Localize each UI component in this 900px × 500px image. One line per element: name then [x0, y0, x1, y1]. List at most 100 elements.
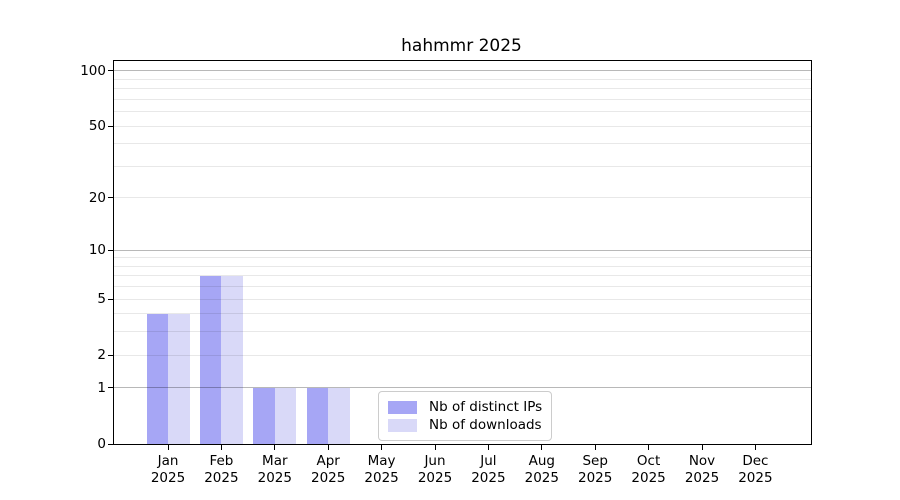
gridline [114, 111, 811, 113]
x-tick-label: May 2025 [350, 453, 414, 487]
gridline [114, 197, 811, 199]
gridline [114, 88, 811, 90]
x-tick-year: 2025 [150, 470, 186, 486]
x-tick-label: Feb 2025 [189, 453, 253, 487]
gridline [114, 249, 811, 251]
x-tick-label: Apr 2025 [296, 453, 360, 487]
x-tick [487, 444, 489, 450]
x-tick-label: Oct 2025 [617, 453, 681, 487]
gridline [114, 257, 811, 259]
x-tick-label: Dec 2025 [723, 453, 787, 487]
x-tick-label: Jul 2025 [456, 453, 520, 487]
x-tick [434, 444, 436, 450]
y-tick-label: 0 [97, 436, 106, 452]
x-tick-year: 2025 [364, 470, 399, 486]
y-tick-label: 5 [97, 291, 106, 308]
y-tick-label: 2 [97, 347, 106, 364]
chart-title: hahmmr 2025 [401, 36, 522, 56]
bar-downloads [221, 275, 243, 444]
bar-downloads [328, 387, 350, 444]
y-tick [108, 249, 114, 251]
legend: Nb of distinct IPs Nb of downloads [378, 391, 553, 441]
y-tick [108, 197, 114, 199]
x-tick-month: Mar [262, 453, 288, 469]
legend-swatch-downloads [388, 418, 417, 432]
x-tick-label: Aug 2025 [510, 453, 574, 487]
x-tick-month: Jun [424, 453, 446, 469]
gridline [114, 143, 811, 145]
legend-label-distinct-ips: Nb of distinct IPs [429, 399, 543, 415]
y-tick-label: 50 [88, 118, 106, 135]
y-tick-label: 20 [88, 189, 106, 206]
bar-distinct-ips [253, 387, 275, 444]
gridline [114, 298, 811, 300]
bar-distinct-ips [146, 313, 168, 444]
x-tick-month: Feb [209, 453, 234, 469]
y-tick [108, 70, 114, 72]
gridline [114, 275, 811, 277]
x-tick-month: Apr [316, 453, 340, 469]
x-tick-month: May [367, 453, 396, 469]
x-tick-year: 2025 [684, 470, 720, 486]
x-tick-month: Dec [742, 453, 769, 469]
plot-area: 0 1 2 5 10 20 50 100 Jan 2025 Feb 2025 Mar 2025 Apr 202… [80, 60, 812, 486]
bar-distinct-ips [199, 275, 222, 444]
x-tick [701, 444, 703, 450]
x-tick-label: Nov 2025 [670, 453, 734, 487]
gridline [114, 331, 811, 333]
gridline [114, 78, 811, 80]
x-tick-year: 2025 [578, 470, 613, 486]
y-tick [108, 443, 114, 445]
bar-downloads [274, 387, 297, 444]
gridline [114, 98, 811, 100]
x-tick [541, 444, 543, 450]
x-tick [648, 444, 650, 450]
x-tick-label: Jan 2025 [136, 453, 200, 487]
legend-item-distinct-ips: Nb of distinct IPs [388, 399, 542, 415]
x-tick-year: 2025 [204, 470, 239, 486]
gridline [114, 165, 811, 167]
x-tick-label: Jun 2025 [403, 453, 467, 487]
x-tick [381, 444, 383, 450]
bar-distinct-ips [306, 387, 329, 444]
x-tick-label: Sep 2025 [563, 453, 627, 487]
x-tick [167, 444, 169, 450]
y-tick-label: 100 [80, 62, 106, 79]
legend-label-downloads: Nb of downloads [429, 417, 542, 433]
y-tick [108, 125, 114, 127]
x-tick-month: Sep [582, 453, 608, 469]
x-tick [220, 444, 222, 450]
legend-item-downloads: Nb of downloads [388, 417, 542, 433]
x-tick-year: 2025 [524, 470, 559, 486]
gridline [114, 286, 811, 288]
x-tick-year: 2025 [631, 470, 666, 486]
x-tick-month: Jul [480, 453, 497, 469]
y-tick-label: 1 [97, 379, 106, 396]
bar-downloads [168, 313, 190, 444]
gridline [114, 313, 811, 315]
gridline [114, 387, 811, 389]
y-tick [108, 387, 114, 389]
x-tick-year: 2025 [738, 470, 773, 486]
x-tick-month: Oct [636, 453, 661, 469]
x-tick-month: Aug [528, 453, 555, 469]
x-tick-year: 2025 [311, 470, 346, 486]
x-tick-year: 2025 [471, 470, 506, 486]
y-tick [108, 354, 114, 356]
x-tick [754, 444, 756, 450]
x-tick-month: Nov [688, 453, 716, 469]
x-tick-year: 2025 [417, 470, 453, 486]
x-tick [327, 444, 329, 450]
x-tick [274, 444, 276, 450]
x-tick-label: Mar 2025 [243, 453, 307, 487]
legend-swatch-distinct-ips [388, 400, 417, 414]
y-tick-label: 10 [88, 242, 106, 259]
x-tick-month: Jan [157, 453, 179, 469]
gridline [114, 354, 811, 356]
x-tick-year: 2025 [257, 470, 292, 486]
y-tick [108, 298, 114, 300]
gridline [114, 265, 811, 267]
gridline [114, 125, 811, 127]
gridline [114, 70, 811, 72]
